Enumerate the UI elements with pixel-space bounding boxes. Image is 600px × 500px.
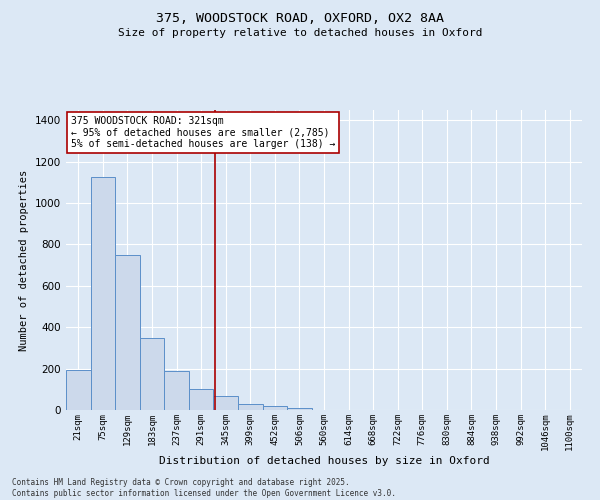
Bar	[214, 396, 238, 410]
Bar	[287, 408, 312, 410]
Bar	[164, 370, 189, 410]
Y-axis label: Number of detached properties: Number of detached properties	[19, 170, 29, 350]
Bar	[115, 255, 140, 410]
X-axis label: Distribution of detached houses by size in Oxford: Distribution of detached houses by size …	[158, 456, 490, 466]
Text: Size of property relative to detached houses in Oxford: Size of property relative to detached ho…	[118, 28, 482, 38]
Bar	[238, 404, 263, 410]
Bar	[189, 390, 214, 410]
Text: 375, WOODSTOCK ROAD, OXFORD, OX2 8AA: 375, WOODSTOCK ROAD, OXFORD, OX2 8AA	[156, 12, 444, 26]
Bar	[91, 177, 115, 410]
Text: 375 WOODSTOCK ROAD: 321sqm
← 95% of detached houses are smaller (2,785)
5% of se: 375 WOODSTOCK ROAD: 321sqm ← 95% of deta…	[71, 116, 335, 149]
Text: Contains HM Land Registry data © Crown copyright and database right 2025.
Contai: Contains HM Land Registry data © Crown c…	[12, 478, 396, 498]
Bar	[140, 338, 164, 410]
Bar	[263, 406, 287, 410]
Bar	[66, 370, 91, 410]
